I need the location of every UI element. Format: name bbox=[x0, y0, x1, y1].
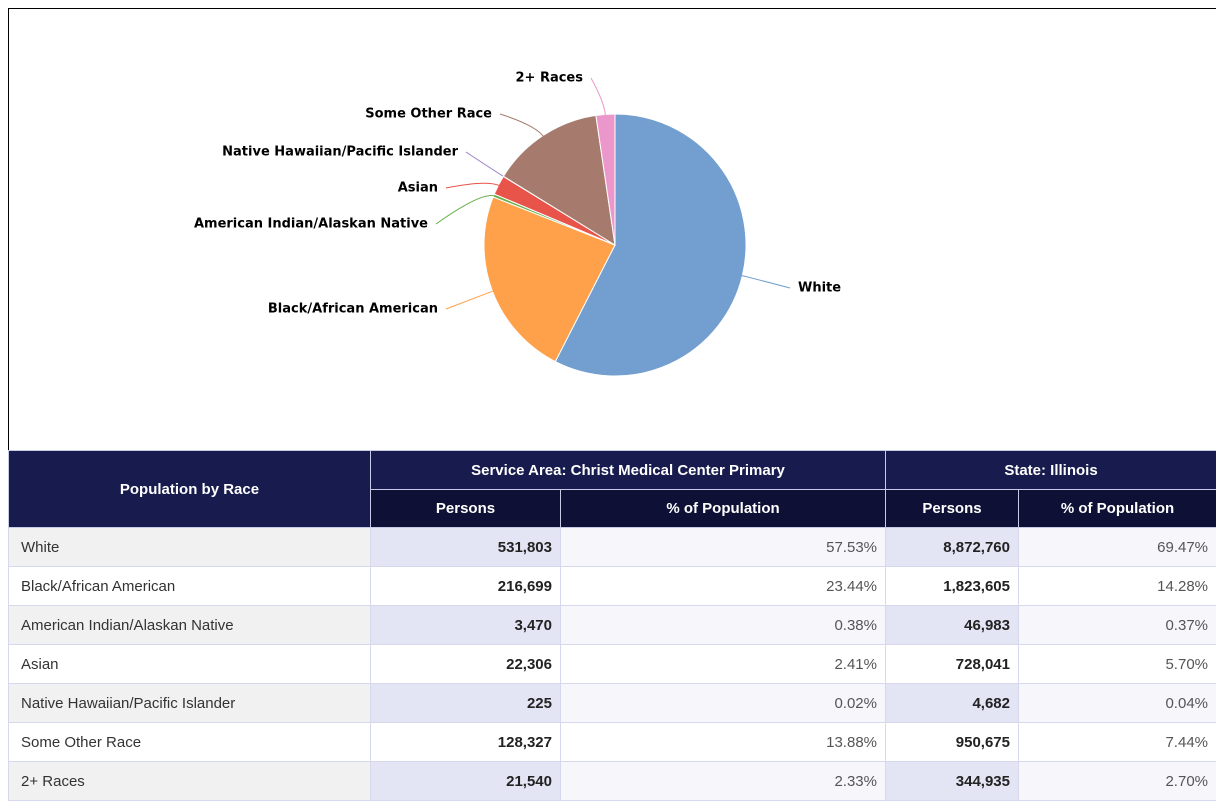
row-label: Some Other Race bbox=[9, 723, 371, 762]
row-label: Native Hawaiian/Pacific Islander bbox=[9, 684, 371, 723]
cell: 1,823,605 bbox=[886, 567, 1019, 606]
cell: 46,983 bbox=[886, 606, 1019, 645]
cell: 728,041 bbox=[886, 645, 1019, 684]
group-header: Service Area: Christ Medical Center Prim… bbox=[371, 451, 886, 490]
cell: 216,699 bbox=[371, 567, 561, 606]
cell: 4,682 bbox=[886, 684, 1019, 723]
cell: 2.33% bbox=[561, 762, 886, 801]
cell: 225 bbox=[371, 684, 561, 723]
cell: 14.28% bbox=[1019, 567, 1216, 606]
cell: 3,470 bbox=[371, 606, 561, 645]
slice-label: Black/African American bbox=[268, 302, 438, 317]
cell: 950,675 bbox=[886, 723, 1019, 762]
column-header: Persons bbox=[371, 490, 561, 528]
cell: 69.47% bbox=[1019, 528, 1216, 567]
cell: 21,540 bbox=[371, 762, 561, 801]
slice-label: Some Other Race bbox=[365, 107, 492, 122]
cell: 7.44% bbox=[1019, 723, 1216, 762]
cell: 57.53% bbox=[561, 528, 886, 567]
cell: 22,306 bbox=[371, 645, 561, 684]
column-header: % of Population bbox=[1019, 490, 1216, 528]
cell: 128,327 bbox=[371, 723, 561, 762]
label-connector bbox=[740, 275, 790, 288]
cell: 13.88% bbox=[561, 723, 886, 762]
label-connector bbox=[591, 78, 606, 116]
cell: 23.44% bbox=[561, 567, 886, 606]
slice-label: 2+ Races bbox=[515, 71, 583, 86]
row-label: Asian bbox=[9, 645, 371, 684]
cell: 0.04% bbox=[1019, 684, 1216, 723]
slice-label: Native Hawaiian/Pacific Islander bbox=[222, 145, 458, 160]
cell: 2.41% bbox=[561, 645, 886, 684]
label-connector bbox=[500, 114, 544, 137]
pie-chart: White Black/African American American Indi… bbox=[0, 0, 1216, 450]
row-label: 2+ Races bbox=[9, 762, 371, 801]
label-connector bbox=[446, 183, 500, 188]
group-header: State: Illinois bbox=[886, 451, 1216, 490]
population-table: Population by Race Service Area: Christ … bbox=[8, 450, 1216, 801]
cell: 344,935 bbox=[886, 762, 1019, 801]
slice-label: American Indian/Alaskan Native bbox=[194, 217, 428, 232]
cell: 0.02% bbox=[561, 684, 886, 723]
label-connector bbox=[446, 291, 494, 309]
cell: 2.70% bbox=[1019, 762, 1216, 801]
cell: 8,872,760 bbox=[886, 528, 1019, 567]
row-label: White bbox=[9, 528, 371, 567]
cell: 531,803 bbox=[371, 528, 561, 567]
row-label: American Indian/Alaskan Native bbox=[9, 606, 371, 645]
cell: 0.38% bbox=[561, 606, 886, 645]
label-connector bbox=[466, 152, 505, 177]
column-header: Persons bbox=[886, 490, 1019, 528]
slice-label: Asian bbox=[398, 181, 438, 196]
row-header: Population by Race bbox=[9, 451, 371, 528]
column-header: % of Population bbox=[561, 490, 886, 528]
cell: 5.70% bbox=[1019, 645, 1216, 684]
row-label: Black/African American bbox=[9, 567, 371, 606]
slice-label: White bbox=[798, 281, 841, 296]
cell: 0.37% bbox=[1019, 606, 1216, 645]
